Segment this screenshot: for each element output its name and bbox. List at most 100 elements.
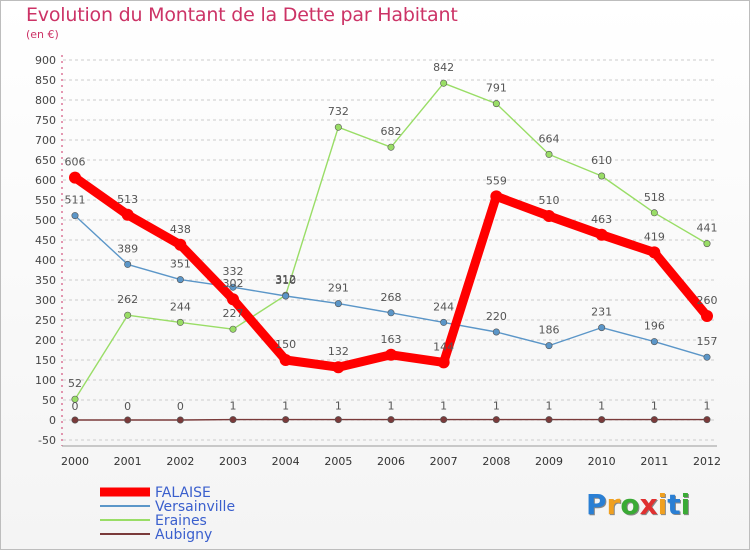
data-point bbox=[543, 210, 555, 222]
data-label: 332 bbox=[223, 265, 244, 278]
data-point bbox=[279, 354, 292, 366]
y-tick-label: 200 bbox=[35, 334, 56, 347]
data-label: 163 bbox=[381, 333, 402, 346]
data-label: 419 bbox=[644, 230, 665, 243]
data-point bbox=[71, 416, 79, 424]
data-label: 1 bbox=[704, 400, 711, 413]
data-label: 291 bbox=[328, 282, 349, 295]
y-tick-label: 0 bbox=[49, 414, 56, 427]
data-label: 1 bbox=[388, 400, 395, 413]
x-tick-label: 2012 bbox=[693, 455, 721, 468]
y-tick-label: -50 bbox=[38, 434, 56, 447]
data-label: 302 bbox=[223, 277, 244, 290]
y-tick-label: 800 bbox=[35, 94, 56, 107]
data-point bbox=[385, 348, 397, 361]
x-tick-label: 2005 bbox=[324, 455, 352, 468]
data-label: 559 bbox=[486, 174, 507, 187]
data-label: 664 bbox=[539, 132, 560, 145]
data-point bbox=[703, 240, 711, 248]
data-point bbox=[598, 172, 606, 180]
data-point bbox=[334, 416, 342, 424]
y-tick-label: 50 bbox=[42, 394, 56, 407]
x-tick-label: 2000 bbox=[61, 455, 89, 468]
data-point bbox=[176, 318, 184, 326]
data-label: 0 bbox=[177, 400, 184, 413]
x-tick-label: 2007 bbox=[430, 455, 458, 468]
data-point bbox=[490, 190, 503, 203]
data-label: 0 bbox=[124, 400, 131, 413]
data-point bbox=[545, 416, 553, 424]
data-point bbox=[282, 416, 290, 424]
data-point bbox=[121, 208, 134, 221]
data-label: 511 bbox=[65, 194, 86, 207]
data-label: 186 bbox=[539, 324, 560, 337]
data-point bbox=[124, 260, 132, 268]
logo-letter: i bbox=[680, 488, 691, 521]
data-point bbox=[545, 150, 553, 158]
data-label: 260 bbox=[697, 294, 718, 307]
data-label: 389 bbox=[117, 242, 138, 255]
data-label: 0 bbox=[72, 400, 79, 413]
logo-letter: i bbox=[657, 488, 668, 521]
data-label: 244 bbox=[433, 300, 454, 313]
data-label: 513 bbox=[117, 193, 138, 206]
data-label: 312 bbox=[275, 273, 296, 286]
data-point bbox=[648, 246, 661, 259]
y-tick-label: 550 bbox=[35, 194, 56, 207]
data-label: 842 bbox=[433, 61, 454, 74]
data-point bbox=[282, 292, 290, 300]
data-point bbox=[332, 361, 345, 374]
logo-letter: t bbox=[667, 488, 681, 521]
data-label: 732 bbox=[328, 105, 349, 118]
data-point bbox=[545, 342, 553, 350]
data-point bbox=[71, 395, 79, 403]
y-tick-label: 250 bbox=[35, 314, 56, 327]
data-point bbox=[71, 212, 79, 220]
data-point bbox=[703, 353, 711, 361]
data-point bbox=[598, 324, 606, 332]
data-point bbox=[650, 416, 658, 424]
y-tick-label: 700 bbox=[35, 134, 56, 147]
data-point bbox=[440, 318, 448, 326]
logo-letter: o bbox=[620, 488, 640, 521]
y-tick-label: 300 bbox=[35, 294, 56, 307]
data-point bbox=[387, 143, 395, 151]
y-tick-label: 900 bbox=[35, 54, 56, 67]
chart-subtitle: (en €) bbox=[26, 28, 59, 41]
legend-label-aubigny: Aubigny bbox=[155, 527, 212, 543]
data-point bbox=[124, 311, 132, 319]
logo-letter: P bbox=[586, 488, 607, 521]
data-label: 196 bbox=[644, 320, 665, 333]
data-label: 510 bbox=[539, 194, 560, 207]
data-label: 1 bbox=[230, 400, 237, 413]
data-point bbox=[69, 171, 81, 184]
x-tick-label: 2009 bbox=[535, 455, 563, 468]
data-label: 682 bbox=[381, 125, 402, 138]
x-tick-label: 2002 bbox=[166, 455, 194, 468]
x-tick-label: 2001 bbox=[114, 455, 142, 468]
data-label: 310 bbox=[275, 274, 296, 287]
data-label: 268 bbox=[381, 291, 402, 304]
data-label: 150 bbox=[275, 338, 296, 351]
data-point bbox=[176, 276, 184, 284]
data-point bbox=[176, 416, 184, 424]
data-point bbox=[387, 309, 395, 317]
y-tick-label: 650 bbox=[35, 154, 56, 167]
data-label: 1 bbox=[598, 400, 605, 413]
data-point bbox=[595, 228, 608, 241]
data-label: 1 bbox=[440, 400, 447, 413]
x-tick-label: 2010 bbox=[588, 455, 616, 468]
data-label: 518 bbox=[644, 191, 665, 204]
data-point bbox=[440, 416, 448, 424]
data-label: 438 bbox=[170, 223, 191, 236]
proxiti-logo: Proxiti bbox=[586, 488, 690, 521]
data-label: 132 bbox=[328, 345, 349, 358]
legend-label-eraines: Eraines bbox=[155, 513, 207, 529]
data-point bbox=[650, 338, 658, 346]
data-label: 231 bbox=[591, 306, 612, 319]
data-point bbox=[229, 325, 237, 333]
data-label: 220 bbox=[486, 310, 507, 323]
data-point bbox=[701, 310, 713, 322]
